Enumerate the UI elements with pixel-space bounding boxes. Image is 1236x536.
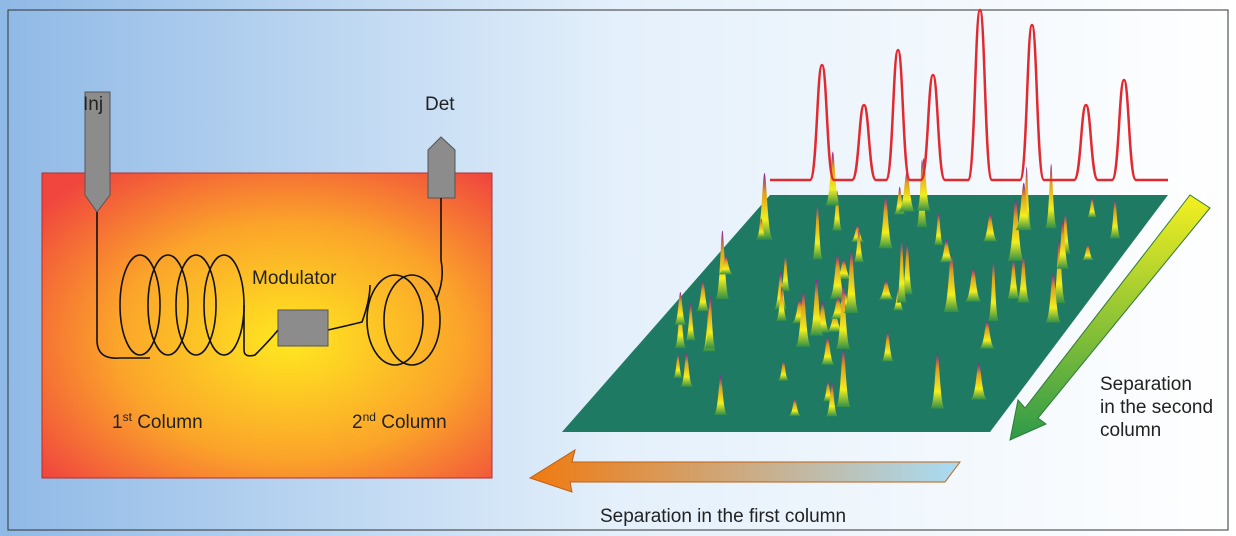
peak	[835, 348, 852, 408]
peak	[674, 305, 687, 348]
peak	[898, 170, 916, 212]
peak	[896, 238, 908, 303]
peak	[828, 254, 847, 299]
detector	[427, 136, 456, 199]
peak	[1109, 198, 1122, 239]
peaks	[672, 151, 1122, 417]
peak	[713, 375, 728, 415]
peak	[773, 271, 788, 310]
peak	[756, 218, 767, 238]
peak	[835, 284, 851, 349]
peak	[1056, 220, 1070, 269]
peak	[715, 230, 730, 300]
peak	[717, 256, 734, 275]
peak	[808, 278, 825, 336]
peak	[978, 320, 996, 349]
peak	[1081, 244, 1095, 261]
peak	[881, 331, 895, 362]
frame	[7, 9, 1229, 531]
chromatogram	[770, 8, 1168, 182]
modulator-label: Modulator	[252, 268, 337, 289]
injector	[84, 91, 111, 213]
peak	[970, 363, 988, 400]
peak	[679, 352, 694, 387]
peak	[1014, 182, 1033, 231]
peak	[843, 249, 860, 314]
first-dimension-label: Separation in the first column	[600, 506, 846, 527]
peak	[685, 303, 697, 341]
peak	[1044, 272, 1062, 323]
peak	[755, 172, 774, 240]
first-dimension-arrow	[528, 448, 961, 493]
column-2-label: 2nd Column	[352, 410, 447, 433]
injector-label: Inj	[83, 94, 103, 115]
column-1-label: 1st Column	[112, 410, 203, 433]
peak	[929, 352, 946, 409]
peak	[916, 158, 932, 211]
suffix: nd	[363, 410, 376, 424]
peak	[901, 242, 914, 295]
peak	[964, 267, 983, 302]
peak	[672, 353, 683, 378]
line: column	[1100, 420, 1161, 441]
peak	[673, 291, 687, 325]
peak	[877, 195, 894, 249]
peak	[987, 259, 1000, 321]
number: 1	[112, 412, 123, 433]
oven	[41, 172, 493, 479]
second-dimension-arrow	[1009, 194, 1211, 441]
peak	[1086, 197, 1098, 218]
text: Column	[376, 412, 447, 433]
peak	[811, 203, 824, 260]
suffix: st	[123, 410, 133, 424]
peak	[877, 280, 895, 300]
peak	[942, 253, 961, 312]
peak	[825, 311, 844, 332]
peak	[1052, 239, 1066, 304]
peak	[982, 213, 999, 242]
modulator-box	[277, 309, 329, 347]
peak	[938, 239, 955, 263]
peak	[704, 296, 716, 349]
text: Column	[132, 412, 203, 433]
number: 2	[352, 412, 363, 433]
peak	[1006, 258, 1021, 299]
peak	[853, 229, 865, 263]
peak	[696, 280, 710, 312]
peak	[933, 212, 944, 246]
peak	[1045, 163, 1058, 229]
peak	[795, 290, 812, 347]
detector-label: Det	[425, 94, 455, 115]
peak	[825, 383, 839, 417]
peak	[820, 337, 836, 365]
peak	[1016, 255, 1031, 303]
peak	[850, 225, 865, 242]
peak	[1006, 198, 1025, 261]
peak	[831, 190, 843, 231]
peak	[777, 360, 790, 381]
line: Separation	[1100, 374, 1192, 395]
peak	[775, 286, 788, 321]
second-dimension-label: Separation in the second column	[1100, 374, 1218, 441]
tubing	[96, 198, 443, 366]
peak	[780, 254, 791, 292]
line: in the second	[1100, 397, 1213, 418]
peak	[788, 398, 802, 416]
